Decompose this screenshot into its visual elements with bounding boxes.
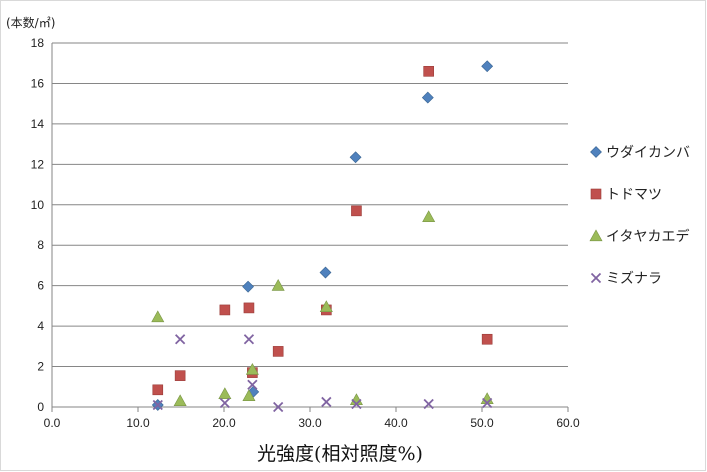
data-point: [482, 397, 493, 409]
data-point: [175, 334, 186, 345]
y-tick-label: 0: [37, 400, 44, 414]
legend-item: ミズナラ: [590, 271, 662, 287]
y-tick-label: 10: [31, 198, 45, 212]
data-point: [243, 302, 255, 314]
x-tick-label: 60.0: [556, 416, 580, 430]
data-point: [245, 362, 259, 375]
data-point: [242, 280, 255, 293]
y-tick-label: 4: [37, 319, 44, 333]
legend-item: イタヤカエデ: [589, 228, 689, 245]
x-tick-label: 0.0: [44, 416, 61, 430]
x-marker-stroke: [590, 272, 602, 284]
x-marker-stroke: [243, 334, 255, 345]
data-point: [173, 394, 187, 407]
series-2: [152, 66, 493, 396]
data-point: [151, 310, 165, 323]
data-point: [271, 279, 285, 291]
x-tick-label: 40.0: [384, 416, 408, 430]
y-tick-label: 8: [37, 238, 44, 252]
data-point: [243, 334, 255, 345]
legend-label: トドマツ: [606, 187, 662, 203]
axes: [51, 43, 569, 412]
legend-label: ウダイカンバ: [606, 145, 690, 161]
data-point: [423, 398, 434, 410]
data-point: [174, 370, 186, 381]
x-marker-stroke: [423, 398, 434, 410]
x-tick-label: 20.0: [212, 416, 236, 430]
y-tick-label: 14: [31, 117, 45, 131]
y-tick-labels: 0 2 4 6 8 10 12 14 16 18: [31, 36, 45, 414]
data-point: [247, 379, 258, 390]
y-tick-label: 16: [31, 76, 45, 90]
legend-marker: [590, 146, 602, 158]
data-point: [242, 389, 256, 401]
x-tick-label: 10.0: [126, 416, 150, 430]
x-tick-labels: 0.0 10.0 20.0 30.0 40.0 50.0 60.0: [44, 416, 580, 430]
x-marker-stroke: [219, 397, 230, 409]
data-point: [421, 91, 434, 104]
data-point: [152, 399, 163, 411]
data-point: [319, 300, 333, 313]
legend-label: ミズナラ: [606, 271, 662, 287]
data-point: [319, 266, 332, 279]
gridlines: [52, 42, 568, 368]
legend-item: ウダイカンバ: [590, 145, 690, 161]
x-marker-stroke: [273, 401, 284, 413]
data-point: [219, 304, 231, 316]
series-4: [152, 334, 493, 413]
data-point: [349, 151, 362, 164]
legend-marker: [589, 229, 603, 242]
data-point: [422, 210, 436, 223]
x-marker-stroke: [351, 398, 362, 410]
series-3: [151, 210, 494, 407]
x-marker-stroke: [152, 399, 163, 411]
legend-item: トドマツ: [590, 187, 662, 203]
legend-marker: [590, 188, 602, 200]
data-point: [423, 66, 434, 77]
data-point: [481, 333, 493, 345]
y-tick-label: 12: [31, 157, 45, 171]
x-marker-stroke: [247, 379, 258, 390]
x-marker-stroke: [482, 397, 493, 409]
data-points: [151, 60, 494, 413]
y-tick-label: 18: [31, 36, 45, 50]
data-point: [219, 397, 230, 409]
series-1: [151, 60, 494, 411]
data-point: [218, 387, 232, 399]
data-point: [152, 384, 164, 396]
x-axis-label: 光強度(相対照度%): [257, 443, 423, 465]
y-tick-label: 2: [37, 360, 44, 374]
data-point: [351, 205, 362, 217]
legend-label: イタヤカエデ: [606, 228, 689, 245]
x-marker-stroke: [175, 334, 186, 345]
x-tick-label: 50.0: [470, 416, 494, 430]
y-tick-label: 6: [37, 279, 44, 293]
data-point: [272, 346, 284, 357]
x-tick-label: 30.0: [298, 416, 322, 430]
y-axis-label: (本数/㎡): [6, 15, 55, 30]
legend-marker: [590, 272, 602, 284]
data-point: [321, 396, 332, 408]
data-point: [351, 398, 362, 410]
data-point: [273, 401, 284, 413]
data-point: [481, 60, 494, 73]
x-marker-stroke: [321, 396, 332, 408]
